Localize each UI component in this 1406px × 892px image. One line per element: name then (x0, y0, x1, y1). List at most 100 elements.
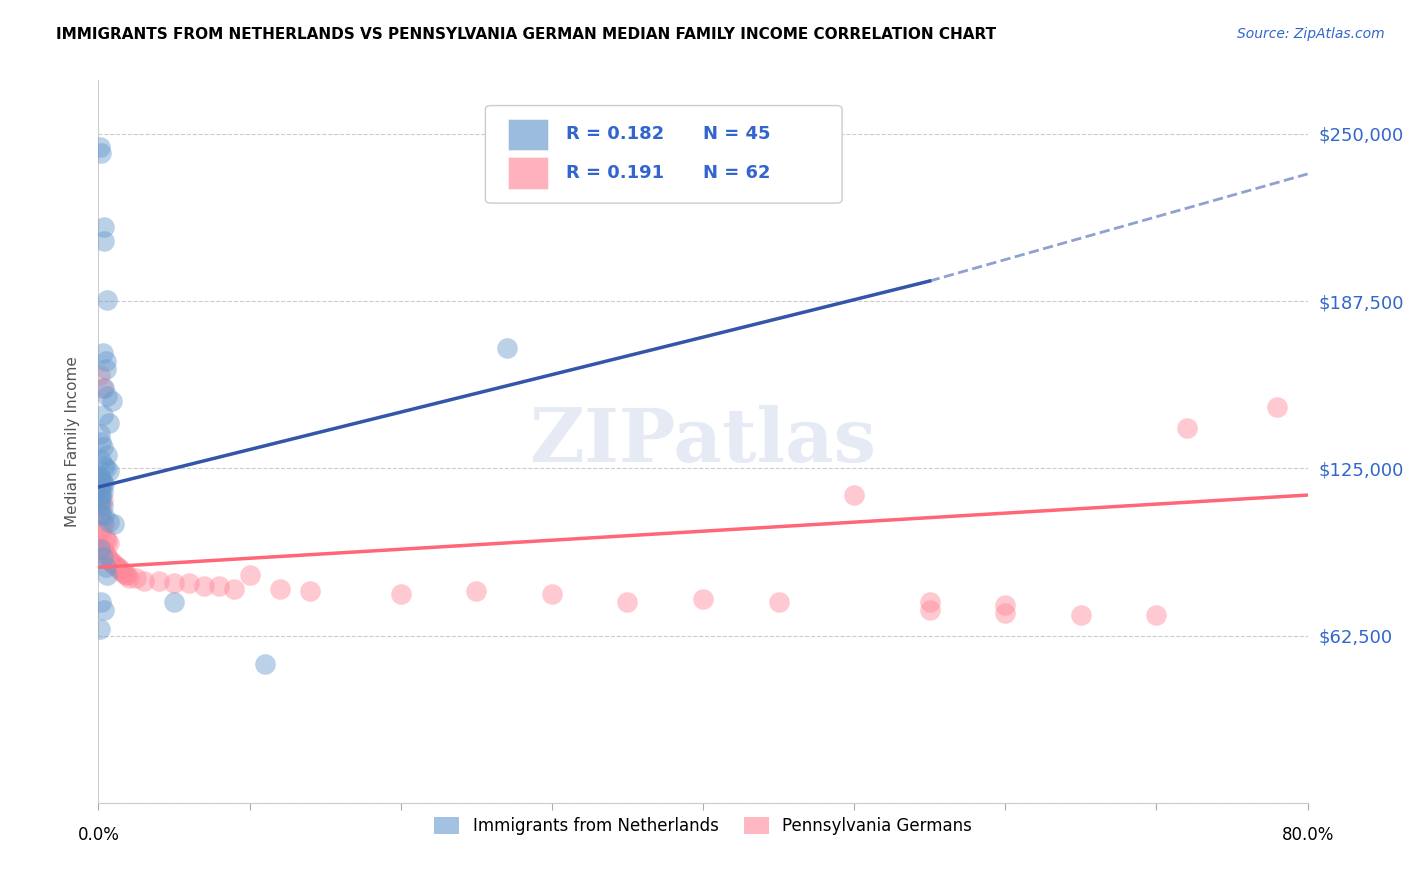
Point (93, 509, 115, 524)
Point (98, 536, 121, 550)
Point (93, 517, 115, 532)
Point (269, 582, 291, 596)
Point (91, 346, 114, 360)
Point (90, 483, 112, 497)
Point (918, 595, 941, 609)
Point (994, 598, 1017, 612)
Point (299, 584, 322, 599)
Point (89, 488, 111, 502)
Point (193, 579, 215, 593)
Point (90, 491, 112, 505)
Point (90, 475, 112, 489)
Point (90, 541, 112, 556)
Point (90, 472, 112, 486)
Point (89, 507, 111, 521)
Point (93, 381, 115, 395)
Point (90, 525, 112, 540)
Point (90, 453, 112, 467)
Point (93, 544, 115, 558)
Text: 0.0%: 0.0% (77, 826, 120, 844)
Point (1144, 608, 1167, 623)
Point (91, 515, 114, 529)
Point (91, 475, 114, 489)
Point (96, 389, 118, 403)
Point (89, 496, 111, 510)
Point (91, 493, 114, 508)
Point (103, 517, 125, 532)
Text: IMMIGRANTS FROM NETHERLANDS VS PENNSYLVANIA GERMAN MEDIAN FAMILY INCOME CORRELAT: IMMIGRANTS FROM NETHERLANDS VS PENNSYLVA… (56, 27, 997, 42)
Point (96, 533, 118, 548)
Point (112, 566, 135, 580)
Point (90, 499, 112, 513)
Point (91, 549, 114, 564)
Text: N = 45: N = 45 (703, 126, 770, 144)
Point (90, 145, 112, 160)
Point (114, 568, 136, 582)
Point (89, 480, 111, 494)
Point (89, 523, 111, 537)
Point (89, 480, 111, 494)
Point (98, 464, 121, 478)
Point (93, 458, 115, 473)
Point (163, 576, 186, 591)
Point (107, 560, 129, 574)
Point (89, 541, 111, 556)
Point (118, 571, 141, 585)
Point (94, 547, 117, 561)
Point (1175, 421, 1198, 435)
Point (692, 592, 714, 607)
Point (111, 566, 134, 580)
Point (918, 603, 941, 617)
Point (93, 477, 115, 491)
Point (101, 555, 124, 569)
Point (93, 220, 115, 235)
Point (90, 488, 112, 502)
Point (94, 354, 117, 368)
Point (91, 485, 114, 500)
Point (90, 595, 112, 609)
Point (96, 293, 118, 307)
Point (98, 515, 121, 529)
Point (844, 488, 866, 502)
Point (105, 560, 128, 574)
Point (94, 461, 117, 475)
Point (1070, 608, 1092, 623)
Text: N = 62: N = 62 (703, 164, 770, 182)
Point (389, 587, 412, 601)
Point (108, 563, 131, 577)
Point (110, 563, 132, 577)
Text: R = 0.191: R = 0.191 (567, 164, 665, 182)
Point (253, 657, 276, 671)
Point (616, 595, 638, 609)
Point (89, 140, 111, 154)
Point (208, 579, 231, 593)
Point (96, 549, 118, 564)
Point (100, 555, 122, 569)
Point (132, 574, 155, 588)
Point (94, 362, 117, 376)
Point (101, 394, 124, 409)
Legend: Immigrants from Netherlands, Pennsylvania Germans: Immigrants from Netherlands, Pennsylvani… (427, 810, 979, 841)
Point (91, 381, 114, 395)
Point (104, 558, 127, 572)
Point (495, 341, 517, 355)
Point (239, 568, 262, 582)
Point (540, 587, 562, 601)
Point (1267, 400, 1289, 414)
Text: R = 0.182: R = 0.182 (567, 126, 665, 144)
Point (90, 434, 112, 449)
FancyBboxPatch shape (509, 157, 548, 189)
Point (89, 622, 111, 636)
Point (94, 560, 117, 574)
Point (103, 558, 125, 572)
Point (90, 507, 112, 521)
Point (89, 426, 111, 441)
Point (163, 595, 186, 609)
Point (89, 469, 111, 483)
Point (89, 496, 111, 510)
FancyBboxPatch shape (485, 105, 842, 203)
Point (91, 499, 114, 513)
Point (148, 574, 170, 588)
Point (93, 603, 115, 617)
Point (98, 552, 121, 566)
